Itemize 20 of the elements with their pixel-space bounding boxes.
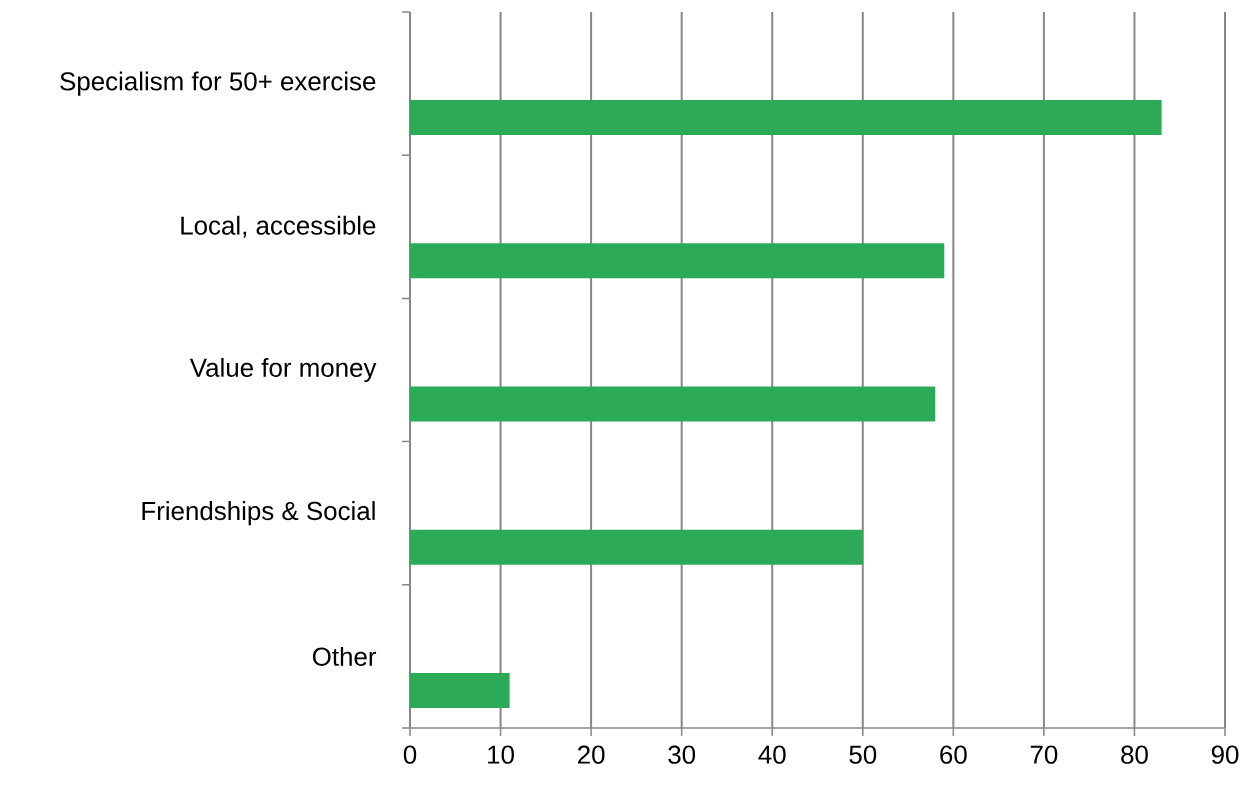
x-tick-label: 20 bbox=[578, 745, 605, 764]
y-tick-label: Friendships & Social bbox=[142, 501, 375, 526]
bar bbox=[410, 529, 863, 565]
y-tick-label: Specialism for 50+ exercise bbox=[60, 71, 376, 96]
x-tick-label: 40 bbox=[758, 745, 786, 764]
y-tick-label: Value for money bbox=[189, 357, 377, 383]
bar bbox=[410, 386, 936, 422]
x-tick-label: 30 bbox=[668, 745, 696, 764]
x-tick-label: 0 bbox=[403, 745, 417, 764]
bar bbox=[410, 672, 510, 708]
bar bbox=[410, 100, 1162, 136]
y-tick-label: Other bbox=[312, 646, 377, 666]
y-tick-label: Local, accessible bbox=[181, 215, 376, 238]
x-tick-label: 10 bbox=[488, 745, 514, 764]
x-tick-label: 60 bbox=[940, 745, 967, 764]
bar bbox=[410, 243, 945, 279]
x-tick-label: 50 bbox=[849, 745, 877, 764]
x-tick-label: 80 bbox=[1121, 745, 1148, 764]
x-tick-label: 90 bbox=[1211, 745, 1239, 764]
x-tick-label: 70 bbox=[1030, 745, 1058, 764]
